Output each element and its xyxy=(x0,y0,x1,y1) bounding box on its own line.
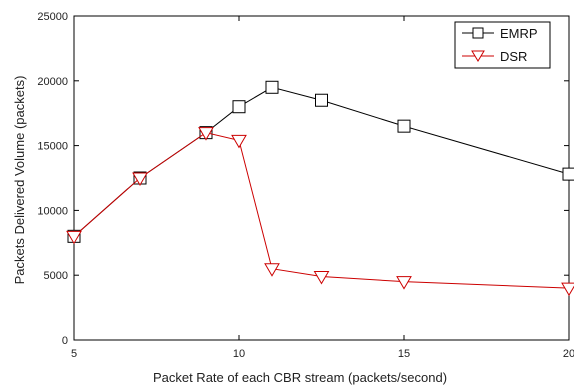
series-layer xyxy=(66,80,574,297)
data-point-emrp xyxy=(397,119,411,133)
y-tick-label: 15000 xyxy=(37,141,68,153)
legend-label-emrp: EMRP xyxy=(500,26,538,41)
y-tick-label: 10000 xyxy=(37,205,68,217)
legend-marker-emrp xyxy=(472,27,484,39)
legend-marker-dsr xyxy=(471,50,485,62)
data-point-emrp xyxy=(265,80,279,94)
data-point-emrp xyxy=(562,167,574,181)
x-tick-label: 20 xyxy=(563,348,574,360)
x-tick-label: 10 xyxy=(233,348,245,360)
x-tick-label: 15 xyxy=(398,348,410,360)
y-axis: 0 5000 10000 15000 20000 25000 xyxy=(37,11,569,347)
y-axis-title: Packets Delivered Volume (packets) xyxy=(12,76,27,285)
legend: EMRP DSR xyxy=(454,21,551,69)
data-point-dsr xyxy=(313,270,330,285)
data-point-dsr xyxy=(264,263,280,277)
data-point-dsr xyxy=(561,282,574,297)
y-tick-label: 20000 xyxy=(37,76,68,88)
data-point-dsr xyxy=(132,172,148,186)
x-axis: 5 10 15 20 xyxy=(71,16,574,360)
x-axis-title: Packet Rate of each CBR stream (packets/… xyxy=(153,370,447,385)
data-point-dsr xyxy=(66,230,82,245)
data-point-emrp xyxy=(232,100,246,114)
y-tick-label: 5000 xyxy=(44,270,68,282)
data-point-dsr xyxy=(198,127,214,141)
series-line-emrp xyxy=(73,86,570,237)
data-point-dsr xyxy=(396,276,412,290)
series-line-dsr xyxy=(73,132,570,289)
y-tick-label: 0 xyxy=(62,335,68,347)
y-tick-label: 25000 xyxy=(37,11,68,23)
x-tick-label: 5 xyxy=(71,348,77,360)
data-point-emrp xyxy=(315,93,328,107)
legend-label-dsr: DSR xyxy=(500,49,527,64)
legend-box xyxy=(454,21,551,69)
data-point-dsr xyxy=(231,134,247,149)
